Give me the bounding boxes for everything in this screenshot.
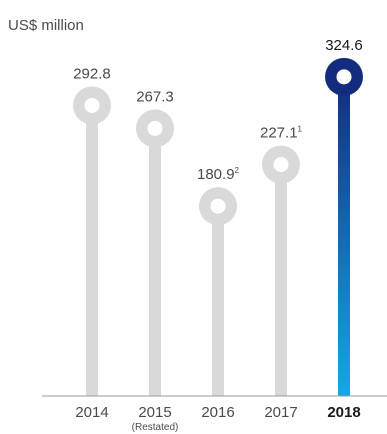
marker-hole-2018 — [336, 69, 352, 85]
footnote-marker: 1 — [298, 125, 303, 134]
bar-2017 — [275, 164, 287, 396]
marker-hole-2017 — [273, 157, 289, 173]
bar-2018 — [338, 76, 350, 397]
value-label-2015: 267.3 — [136, 88, 174, 105]
value-label-2016: 180.92 — [197, 166, 240, 183]
bar-2016 — [212, 206, 224, 396]
x-tick-note-2015: (Restated) — [132, 422, 179, 433]
x-tick-label-2014: 2014 — [75, 404, 108, 421]
marker-hole-2015 — [147, 120, 163, 136]
marker-hole-2014 — [84, 97, 100, 113]
unit-label: US$ million — [8, 17, 84, 34]
labels: 292.82014267.32015(Restated)180.92201622… — [73, 37, 363, 433]
x-tick-label-2015: 2015 — [138, 404, 171, 421]
marker-hole-2016 — [210, 198, 226, 214]
footnote-marker: 2 — [235, 166, 240, 175]
value-label-2017: 227.11 — [260, 125, 303, 142]
x-tick-label-2018: 2018 — [327, 404, 360, 421]
value-label-2014: 292.8 — [73, 65, 111, 82]
x-tick-label-2017: 2017 — [264, 404, 297, 421]
bar-2015 — [149, 128, 161, 396]
bar-2014 — [86, 105, 98, 396]
x-tick-label-2016: 2016 — [201, 404, 234, 421]
value-label-2018: 324.6 — [325, 37, 363, 54]
bars — [73, 57, 363, 397]
